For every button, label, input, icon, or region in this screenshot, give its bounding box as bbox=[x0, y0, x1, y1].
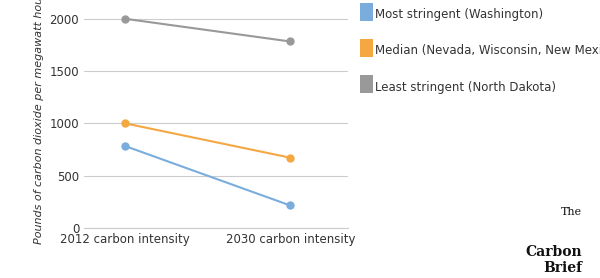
Median (Nevada, Wisconsin, New Mexico) bbox=[287, 156, 294, 159]
Line: Most stringent (Washington): Most stringent (Washington) bbox=[122, 143, 294, 209]
Text: Carbon
Brief: Carbon Brief bbox=[526, 245, 582, 275]
Most stringent (Washington) bbox=[122, 144, 129, 148]
Line: Least stringent (North Dakota): Least stringent (North Dakota) bbox=[122, 15, 294, 45]
Text: Median (Nevada, Wisconsin, New Mexico): Median (Nevada, Wisconsin, New Mexico) bbox=[375, 44, 600, 58]
Most stringent (Washington) bbox=[287, 204, 294, 207]
Median (Nevada, Wisconsin, New Mexico) bbox=[122, 122, 129, 125]
Y-axis label: Pounds of carbon dioxide per megawatt hour: Pounds of carbon dioxide per megawatt ho… bbox=[34, 0, 44, 244]
Text: The: The bbox=[561, 207, 582, 217]
Text: Least stringent (North Dakota): Least stringent (North Dakota) bbox=[375, 81, 556, 94]
Line: Median (Nevada, Wisconsin, New Mexico): Median (Nevada, Wisconsin, New Mexico) bbox=[122, 120, 294, 161]
Least stringent (North Dakota) bbox=[287, 40, 294, 43]
Text: Most stringent (Washington): Most stringent (Washington) bbox=[375, 8, 543, 21]
Least stringent (North Dakota) bbox=[122, 17, 129, 21]
